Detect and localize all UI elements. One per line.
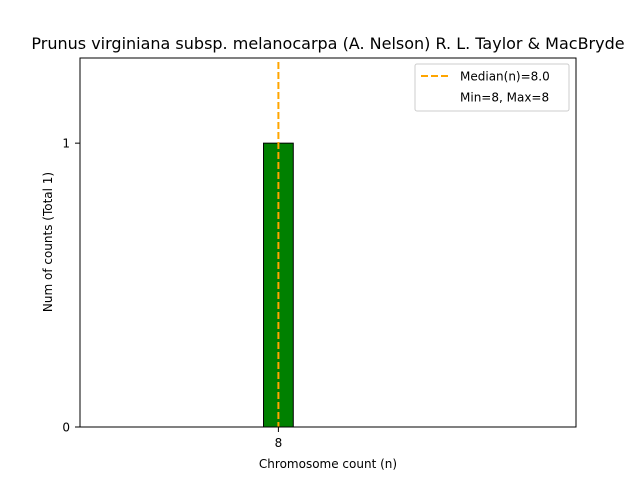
y-tick-label-1: 1 bbox=[62, 137, 70, 151]
legend-range-label: Min=8, Max=8 bbox=[460, 91, 549, 105]
x-axis-label: Chromosome count (n) bbox=[259, 457, 397, 471]
x-axis-ticks: 8 bbox=[275, 427, 283, 450]
y-axis-label: Num of counts (Total 1) bbox=[41, 172, 55, 312]
y-tick-label-0: 0 bbox=[62, 421, 70, 435]
legend: Median(n)=8.0 Min=8, Max=8 bbox=[415, 64, 569, 111]
chart-title: Prunus virginiana subsp. melanocarpa (A.… bbox=[31, 34, 624, 53]
legend-median-label: Median(n)=8.0 bbox=[460, 70, 550, 84]
plot-area bbox=[80, 58, 576, 427]
x-tick-label-8: 8 bbox=[275, 436, 283, 450]
y-axis-ticks: 01 bbox=[62, 137, 80, 435]
